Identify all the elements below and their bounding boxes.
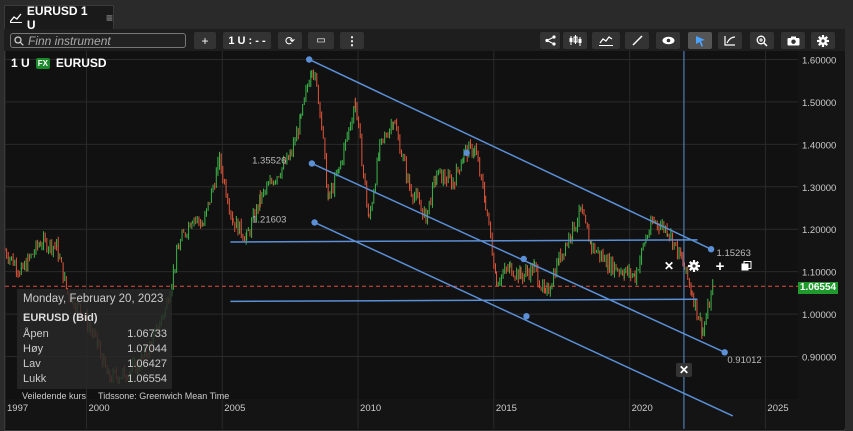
x-axis-panel [5, 399, 798, 429]
y-tick-label: 1.30000 [802, 183, 836, 194]
y-tick-label: 1.60000 [802, 55, 836, 66]
gear-icon[interactable] [686, 259, 702, 273]
y-tick-label: 1.40000 [802, 140, 836, 151]
trendline [230, 239, 698, 243]
info-label: Høy [23, 343, 44, 355]
chart-footer: Veiledende kurs Tidssone: Greenwich Mean… [22, 391, 229, 401]
search-input[interactable]: Finn instrument [10, 33, 186, 48]
y-tick-label: 1.20000 [802, 225, 836, 236]
add-instrument-button[interactable]: + [194, 32, 216, 49]
draw-button[interactable] [718, 32, 742, 49]
info-row-low: Lav 1.06427 [23, 358, 167, 370]
trendline-anchor [308, 160, 316, 167]
trendline-anchor [707, 245, 715, 253]
fx-badge: FX [35, 57, 50, 69]
draw-icon [724, 36, 736, 46]
y-tick-label: 0.90000 [802, 353, 836, 364]
y-tick-label: 1.00000 [802, 310, 836, 321]
trendline [314, 221, 734, 417]
indicator-icon [569, 35, 581, 46]
layout-button[interactable]: ▭ [308, 32, 334, 49]
info-row-open: Åpen 1.06733 [23, 328, 167, 340]
info-name: EURUSD (Bid) [23, 312, 98, 324]
eye-icon [662, 36, 674, 45]
tab-menu-icon[interactable]: ≡ [105, 10, 113, 25]
trendline-anchor [311, 219, 318, 226]
trendline-anchor [523, 313, 530, 320]
x-tick-label: 1997 [7, 403, 28, 414]
interval-button[interactable]: 1 U : - - [223, 32, 271, 49]
settings-button[interactable] [811, 32, 835, 49]
level-annotation: 1.15263 [717, 248, 751, 259]
trendline-anchor [520, 255, 527, 263]
delete-line-icon[interactable]: ✕ [676, 363, 692, 377]
x-tick-label: 2000 [88, 403, 109, 414]
symbol-interval: 1 U [11, 56, 30, 70]
indicative-rate-label: Veiledende kurs [22, 391, 87, 401]
trendline-anchor [305, 56, 313, 63]
chart-tab[interactable]: EURUSD 1 U ≡ [4, 3, 114, 32]
trendline [311, 162, 725, 353]
zoom-icon [756, 35, 768, 47]
screenshot-button[interactable] [781, 32, 805, 49]
y-axis-panel [798, 51, 845, 429]
pointer-button[interactable] [688, 32, 712, 49]
level-annotation: 0.91012 [727, 355, 761, 366]
level-annotation: 1.21603 [252, 214, 286, 225]
chart-type-icon [599, 36, 613, 46]
line-tool-button[interactable] [625, 32, 649, 49]
tab-bar [0, 0, 853, 29]
line-chart-icon [10, 13, 22, 23]
line-tool-icon [631, 35, 643, 46]
trendline-anchor [463, 149, 470, 157]
chart-type-button[interactable] [592, 32, 620, 49]
trendline [308, 58, 712, 250]
plus-icon[interactable]: + [715, 257, 725, 275]
x-tick-label: 2015 [496, 403, 517, 414]
ohlc-infobox: Monday, February 20, 2023 EURUSD (Bid) Å… [17, 289, 172, 389]
refresh-button[interactable]: ⟳ [278, 32, 302, 49]
x-tick-label: 2005 [224, 403, 245, 414]
close-icon[interactable]: ✕ [663, 259, 675, 273]
symbol-name: EURUSD [55, 56, 107, 70]
info-label: Lukk [23, 373, 47, 385]
search-placeholder: Finn instrument [28, 33, 111, 48]
level-annotation: 1.35526 [252, 155, 286, 166]
trendline-anchor [721, 349, 728, 356]
info-date: Monday, February 20, 2023 [23, 293, 164, 305]
y-tick-label: 1.50000 [802, 98, 836, 109]
copy-icon[interactable] [738, 259, 754, 273]
pointer-icon [695, 35, 705, 46]
settings-icon [817, 34, 829, 47]
share-button[interactable] [540, 32, 560, 49]
visibility-button[interactable] [656, 32, 680, 49]
more-button[interactable]: ⋮ [340, 32, 364, 49]
info-label: Lav [23, 358, 41, 370]
tab-title: EURUSD 1 U [26, 3, 88, 32]
current-price-tag: 1.06554 [798, 282, 838, 294]
share-icon [544, 35, 556, 46]
info-value: 1.07044 [127, 343, 167, 355]
y-tick-label: 1.10000 [802, 268, 836, 279]
indicator-button[interactable] [563, 32, 587, 49]
trendline [230, 298, 698, 303]
x-tick-label: 2020 [632, 403, 653, 414]
x-tick-label: 2025 [767, 403, 788, 414]
info-row-high: Høy 1.07044 [23, 343, 167, 355]
search-icon [14, 35, 24, 46]
x-tick-label: 2010 [360, 403, 381, 414]
zoom-button[interactable] [750, 32, 774, 49]
info-row-close: Lukk 1.06554 [23, 373, 167, 385]
symbol-label: 1 U FX EURUSD [11, 56, 107, 70]
right-strip [845, 29, 853, 431]
info-value: 1.06733 [127, 328, 167, 340]
info-label: Åpen [23, 328, 49, 340]
camera-icon [787, 36, 799, 45]
info-value: 1.06427 [127, 358, 167, 370]
info-value: 1.06554 [127, 373, 167, 385]
timezone-label: Tidssone: Greenwich Mean Time [98, 391, 230, 401]
